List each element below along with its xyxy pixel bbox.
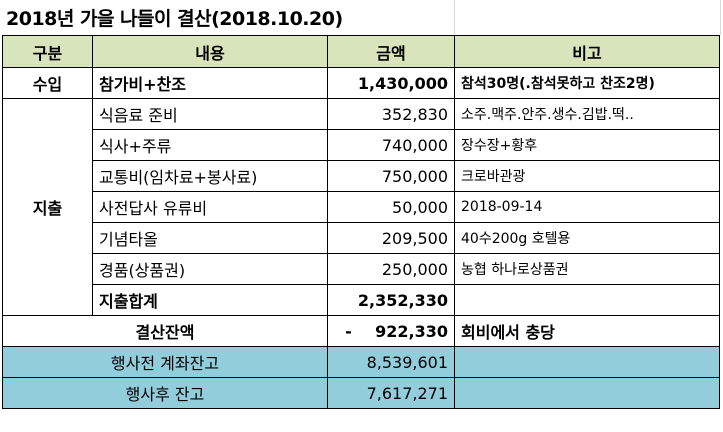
expense-total-amount[interactable]: 2,352,330 [327,284,455,316]
account-note[interactable] [454,377,720,409]
balance-note[interactable]: 회비에서 충당 [454,315,720,347]
balance-amount-cell[interactable]: - 922,330 [327,315,455,347]
expense-item[interactable]: 경품(상품권) [92,253,328,285]
expense-amount[interactable]: 750,000 [327,160,455,192]
income-item[interactable]: 참가비+찬조 [92,67,328,99]
title-row: 2018년 가을 나들이 결산(2018.10.20) [0,0,723,35]
expense-item[interactable]: 사전답사 유류비 [92,191,328,223]
expense-total-note[interactable] [454,284,720,316]
expense-item[interactable]: 기념타올 [92,222,328,254]
account-label[interactable]: 행사후 잔고 [2,377,328,409]
balance-sign: - [345,321,352,341]
income-label[interactable]: 수입 [2,67,93,99]
expense-amount[interactable]: 352,830 [327,98,455,130]
expense-amount[interactable]: 740,000 [327,129,455,161]
header-amount[interactable]: 금액 [327,35,455,68]
expense-total-row: 지출합계 2,352,330 [3,284,720,316]
settlement-table: 구분 내용 금액 비고 수입 참가비+찬조 1,430,000 참석30명(.참… [2,35,720,409]
account-note[interactable] [454,346,720,378]
expense-row: 교통비(임차료+봉사료) 750,000 크로바관광 [3,160,720,192]
expense-item[interactable]: 식사+주류 [92,129,328,161]
income-amount[interactable]: 1,430,000 [327,67,455,99]
expense-row: 사전답사 유류비 50,000 2018-09-14 [3,191,720,223]
account-row: 행사후 잔고 7,617,271 [2,377,720,409]
expense-note[interactable]: 농협 하나로상품권 [454,253,720,285]
header-category[interactable]: 구분 [2,35,93,68]
account-label[interactable]: 행사전 계좌잔고 [2,346,328,378]
header-note[interactable]: 비고 [454,35,720,68]
sheet-title[interactable]: 2018년 가을 나들이 결산(2018.10.20) [6,8,343,30]
gridline [454,0,455,35]
expense-item[interactable]: 식음료 준비 [92,98,328,130]
header-content[interactable]: 내용 [92,35,328,68]
expense-amount[interactable]: 209,500 [327,222,455,254]
expense-row: 지출 식음료 준비 352,830 소주.맥주.안주.생수.김밥.떡.. [2,98,720,316]
income-row: 수입 참가비+찬조 1,430,000 참석30명(.참석못하고 찬조2명) [2,67,720,99]
account-amount[interactable]: 7,617,271 [327,377,455,409]
balance-label[interactable]: 결산잔액 [2,315,328,347]
expense-row: 식사+주류 740,000 장수장+황후 [3,129,720,161]
account-amount[interactable]: 8,539,601 [327,346,455,378]
expense-total-label[interactable]: 지출합계 [92,284,328,316]
expense-note[interactable]: 40수200g 호텔용 [454,222,720,254]
expense-note[interactable]: 장수장+황후 [454,129,720,161]
account-row: 행사전 계좌잔고 8,539,601 [2,346,720,378]
expense-note[interactable]: 크로바관광 [454,160,720,192]
expense-row: 기념타올 209,500 40수200g 호텔용 [3,222,720,254]
expense-amount[interactable]: 50,000 [327,191,455,223]
expense-amount[interactable]: 250,000 [327,253,455,285]
income-note[interactable]: 참석30명(.참석못하고 찬조2명) [454,67,720,99]
expense-note[interactable]: 소주.맥주.안주.생수.김밥.떡.. [454,98,720,130]
header-row: 구분 내용 금액 비고 [2,35,720,68]
gridline [720,0,721,35]
balance-row: 결산잔액 - 922,330 회비에서 충당 [2,315,720,347]
expense-row: 경품(상품권) 250,000 농협 하나로상품권 [3,253,720,285]
balance-amount: 922,330 [375,321,448,341]
expense-note[interactable]: 2018-09-14 [454,191,720,223]
expense-label[interactable]: 지출 [2,98,93,316]
expense-item[interactable]: 교통비(임차료+봉사료) [92,160,328,192]
